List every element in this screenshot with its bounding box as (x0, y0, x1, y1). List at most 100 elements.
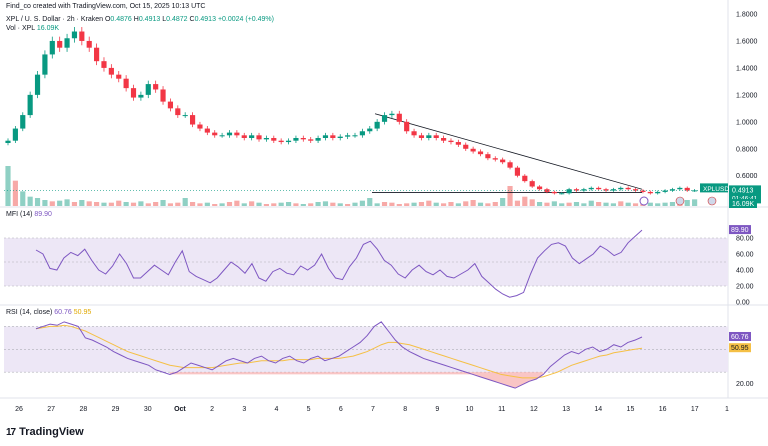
x-tick-label: 13 (562, 406, 570, 413)
volume-bar (345, 204, 351, 206)
x-tick-label: Oct (174, 406, 186, 413)
candle-body (396, 113, 402, 122)
volume-bar (116, 200, 122, 206)
volume-bar (271, 203, 277, 206)
candle-body (603, 189, 609, 191)
candle-body (234, 132, 240, 136)
candle-body (5, 140, 11, 144)
volume-bar (655, 203, 661, 206)
volume-bar (647, 202, 653, 206)
o-label: O (104, 16, 111, 23)
volume-bar (94, 202, 100, 206)
volume-bar (618, 201, 624, 206)
volume-bar (49, 201, 55, 206)
candle-body (418, 135, 425, 138)
candle-body (596, 187, 602, 190)
mfi-tick-label: 40.00 (736, 268, 754, 275)
volume-bar (293, 203, 299, 206)
volume-bar (138, 201, 144, 206)
volume-bar (684, 200, 690, 206)
candle-body (271, 138, 277, 141)
candle-body (64, 38, 70, 48)
x-tick-label: 7 (371, 406, 375, 413)
l-label: L (162, 16, 167, 23)
candle-body (581, 189, 587, 191)
rsi-ma-line (35, 324, 643, 379)
volume-bar (662, 202, 668, 206)
candle-body (559, 193, 565, 195)
candle-body (308, 139, 314, 141)
x-tick-label: 4 (275, 406, 279, 413)
candle-body (167, 101, 174, 109)
volume-bar (529, 199, 535, 206)
volume-bar (300, 204, 306, 206)
candle-body (345, 135, 351, 137)
rsi-value-tag-bg (729, 331, 751, 341)
last-price-tag-bg (729, 185, 761, 204)
volume-bar (669, 202, 676, 206)
c-value: 0.4913 (194, 16, 216, 23)
volume-bar (507, 186, 513, 206)
candle-body (49, 40, 55, 55)
candle-body (226, 132, 233, 136)
candle-body (352, 135, 358, 137)
volume-bar (101, 202, 107, 206)
candle-body (522, 175, 528, 182)
volume-bar (411, 202, 417, 206)
symbol-title: XPL / U. S. Dollar · 2h · Kraken (6, 16, 103, 23)
candle-body (544, 189, 550, 192)
x-tick-label: 6 (339, 406, 343, 413)
price-tick-label: 1.0000 (736, 119, 758, 126)
candle-body (389, 113, 395, 116)
volume-bar (352, 202, 358, 206)
rsi-header: RSI (14, close) 60.76 50.95 (6, 309, 91, 316)
volume-header: Vol · XPL 16.09K (6, 25, 59, 32)
mfi-label: MFI (14) (6, 211, 33, 218)
rsi-ma-value: 50.95 (73, 309, 92, 316)
candle-body (219, 135, 225, 137)
candle-body (655, 191, 661, 194)
price-tick-label: 0.8000 (736, 146, 758, 153)
l-value: 0.4872 (166, 16, 188, 23)
candle-body (42, 54, 48, 75)
volume-bar (536, 202, 543, 206)
candle-body (94, 47, 100, 62)
volume-bar (573, 202, 580, 206)
footer-brand: 17 TradingView (6, 426, 84, 438)
candle-body (27, 94, 33, 116)
volume-bar (197, 203, 203, 206)
candle-body (337, 136, 343, 138)
x-tick-label: 29 (112, 406, 120, 413)
mfi-tick-label: 0.00 (736, 300, 750, 307)
candle-body (477, 151, 484, 155)
volume-bar (381, 202, 388, 206)
price-tick-label: 1.2000 (736, 92, 758, 99)
price-tick-label: 1.8000 (736, 12, 758, 19)
volume-bar (20, 191, 26, 206)
rsi-ma-tag: 50.95 (731, 345, 749, 352)
volume-bar (610, 203, 616, 206)
volume-bar (492, 202, 498, 206)
volume-bar (463, 201, 469, 206)
volume-bar (544, 202, 550, 206)
candle-body (263, 138, 269, 140)
o-value: 0.4876 (110, 16, 132, 23)
candle-body (315, 138, 321, 141)
symbol-header: XPL / U. S. Dollar · 2h · Kraken O0.4876… (6, 16, 274, 23)
x-tick-label: 1 (725, 406, 729, 413)
volume-bar (5, 166, 11, 206)
candle-body (359, 131, 365, 136)
candle-body (249, 135, 255, 138)
volume-bar (603, 202, 609, 206)
volume-bar (367, 198, 373, 206)
watermark: Find_co created with TradingView.com, Oc… (6, 3, 206, 10)
rsi-ma-tag-bg (729, 343, 751, 353)
volume-bar (551, 201, 557, 206)
candle-body (374, 121, 380, 129)
candle-body (448, 140, 454, 143)
price-tick-label: 0.6000 (736, 173, 758, 180)
x-tick-label: 3 (242, 406, 246, 413)
candle-body (204, 128, 210, 133)
volume-bar (596, 202, 602, 206)
volume-bar (581, 203, 587, 206)
